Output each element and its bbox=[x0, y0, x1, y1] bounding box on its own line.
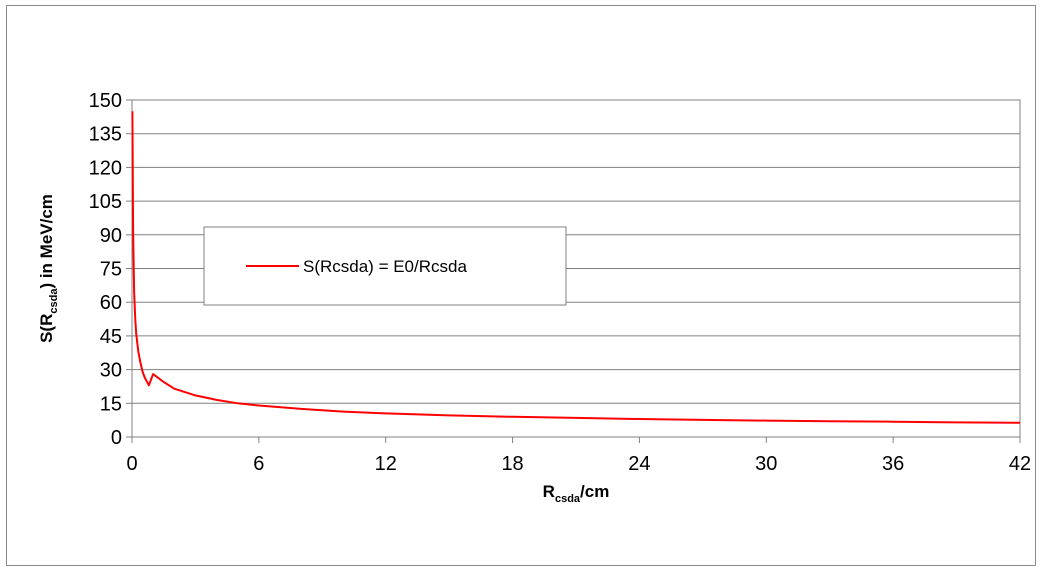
x-axis-title-sub: csda bbox=[555, 493, 581, 505]
y-tick-label: 135 bbox=[89, 124, 122, 146]
y-tick-label: 45 bbox=[100, 326, 122, 348]
x-tick-label: 18 bbox=[501, 453, 523, 475]
series-layer bbox=[131, 111, 1021, 424]
x-axis-title: Rcsda/cm bbox=[543, 482, 610, 505]
y-axis-title-post: ) in MeV/cm bbox=[37, 194, 56, 288]
x-tick-label: 12 bbox=[375, 453, 397, 475]
x-tick-label: 36 bbox=[882, 453, 904, 475]
x-tick-label: 24 bbox=[628, 453, 650, 475]
y-axis-title-pre: S(R bbox=[37, 314, 56, 343]
y-axis-title: S(Rcsda) in MeV/cm bbox=[37, 194, 60, 343]
x-axis-title-suffix: /cm bbox=[580, 482, 609, 501]
x-axis-title-main: R bbox=[543, 482, 555, 501]
y-tick-label: 150 bbox=[89, 90, 122, 112]
y-tick-label: 90 bbox=[100, 225, 122, 247]
axis-ticks bbox=[126, 99, 1021, 443]
x-tick-label: 6 bbox=[253, 453, 264, 475]
y-tick-label: 105 bbox=[89, 191, 122, 213]
x-tick-label: 42 bbox=[1009, 453, 1031, 475]
y-tick-labels: 0 15 30 45 60 75 90 105 120 135 150 bbox=[89, 90, 122, 449]
legend-label: S(Rcsda) = E0/Rcsda bbox=[303, 257, 467, 276]
x-tick-label: 0 bbox=[126, 453, 137, 475]
x-tick-label: 30 bbox=[755, 453, 777, 475]
legend: S(Rcsda) = E0/Rcsda bbox=[203, 226, 567, 306]
x-tick-labels: 0 6 12 18 24 30 36 42 bbox=[126, 453, 1031, 475]
y-tick-label: 120 bbox=[89, 157, 122, 179]
y-tick-label: 75 bbox=[100, 259, 122, 281]
y-tick-label: 30 bbox=[100, 360, 122, 382]
series-line-0 bbox=[131, 111, 1021, 424]
y-axis-title-sub: csda bbox=[48, 288, 60, 314]
y-tick-label: 60 bbox=[100, 292, 122, 314]
y-tick-label: 0 bbox=[111, 427, 122, 449]
y-tick-label: 15 bbox=[100, 393, 122, 415]
